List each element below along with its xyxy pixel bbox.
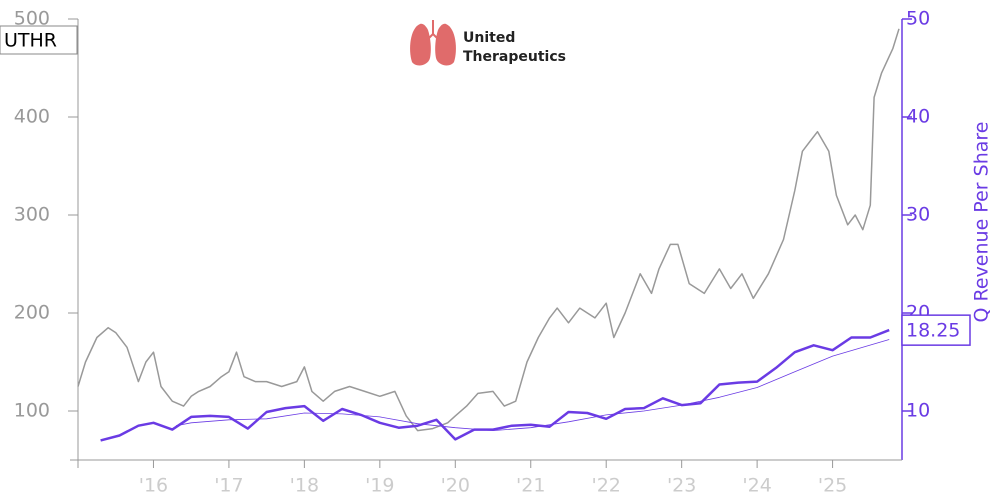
y2-tick-label: 10 (906, 400, 930, 422)
x-tick-label: '16 (139, 475, 168, 497)
y2-tick-label: 30 (906, 204, 930, 226)
x-tick-label: '19 (365, 475, 394, 497)
last-value-box (901, 314, 971, 346)
x-tick-label: '25 (818, 475, 847, 497)
logo-lung-right (435, 23, 456, 66)
y-tick-label: 400 (14, 106, 50, 128)
y-tick-label: 300 (14, 204, 50, 226)
x-tick-label: '22 (592, 475, 621, 497)
series-line (100, 328, 890, 442)
x-tick-label: '24 (742, 475, 771, 497)
logo: United Therapeutics (410, 20, 566, 66)
logo-trachea (426, 20, 440, 41)
logo-text: United (463, 30, 515, 46)
series-line (77, 28, 900, 432)
logo-lung-left (410, 23, 431, 66)
y-tick-label: 100 (14, 400, 50, 422)
y2-tick-label: 50 (906, 8, 930, 30)
x-tick-label: '20 (441, 475, 470, 497)
x-tick-label: '23 (667, 475, 696, 497)
x-tick-label: '21 (516, 475, 545, 497)
x-tick-label: '18 (290, 475, 319, 497)
series-line (176, 339, 890, 431)
y-tick-label: 500 (14, 8, 50, 30)
x-tick-label: '17 (214, 475, 243, 497)
last-value-label: 18.25 (906, 320, 960, 342)
ticker-box (0, 25, 78, 55)
ticker: UTHR (4, 30, 57, 52)
logo-text: Therapeutics (463, 49, 566, 65)
y2-tick-label: 40 (906, 106, 930, 128)
y2-axis-label: Q Revenue Per Share (971, 122, 993, 323)
y-tick-label: 200 (14, 302, 50, 324)
